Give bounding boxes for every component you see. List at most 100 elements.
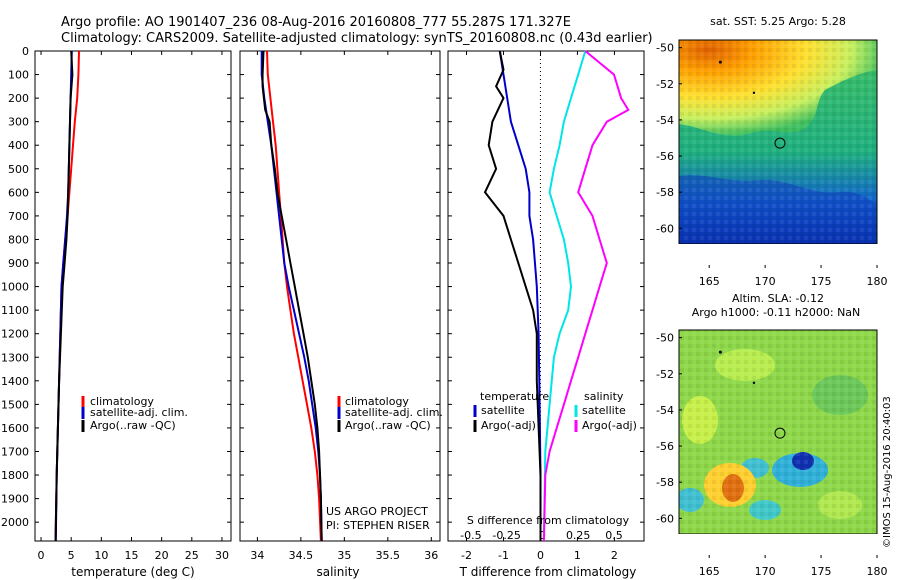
lon-tick-label: 175 — [811, 565, 832, 578]
depth-tick-label: 700 — [8, 210, 29, 223]
legend-label-argo: Argo(..raw -QC) — [345, 419, 431, 432]
temperature-legend: climatology satellite-adj. clim. Argo(..… — [81, 395, 188, 432]
legend-label-s-satellite: satellite — [582, 404, 626, 417]
lon-tick-label: 170 — [755, 565, 776, 578]
depth-tick-label: 1800 — [1, 469, 29, 482]
salinity-lines — [240, 50, 440, 542]
sla-field — [679, 330, 877, 534]
s-difference-xlabel: S difference from climatology — [467, 514, 630, 527]
project-annotation: US ARGO PROJECT — [326, 505, 428, 518]
depth-tick-label: 1500 — [1, 398, 29, 411]
sla-map-subtitle: Argo h1000: -0.11 h2000: NaN — [692, 306, 861, 319]
x-tick-label: -2 — [461, 549, 472, 562]
sst-map-title: sat. SST: 5.25 Argo: 5.28 — [710, 15, 846, 28]
depth-tick-label: 500 — [8, 163, 29, 176]
x-tick-label: -1 — [498, 549, 509, 562]
argo-float-marker — [718, 350, 786, 439]
argo-position-circle — [774, 427, 786, 439]
x-tick-label: 0 — [38, 549, 45, 562]
x-tick-label: 20 — [155, 549, 169, 562]
salinity-legend: climatology satellite-adj. clim. Argo(..… — [337, 395, 443, 432]
depth-tick-label: 1100 — [1, 304, 29, 317]
lat-tick-label: -54 — [656, 114, 674, 127]
lat-tick-label: -50 — [656, 42, 674, 55]
depth-tick-label: 0 — [22, 45, 29, 58]
legend-label-satellite: satellite-adj. clim. — [90, 406, 188, 419]
sst-map-panel: sat. SST: 5.25 Argo: 5.28 -50-52-54-56-5… — [656, 15, 887, 288]
depth-tick-label: 200 — [8, 92, 29, 105]
depth-tick-label: 100 — [8, 69, 29, 82]
legend-label-t-satellite: satellite — [481, 404, 525, 417]
island-marker — [718, 350, 722, 354]
x-tick-label: 34 — [250, 549, 264, 562]
lat-tick-label: -54 — [656, 404, 674, 417]
legend-title-salinity: salinity — [584, 390, 624, 403]
argo-float-marker — [718, 60, 786, 149]
legend-label-s-argo: Argo(-adj) — [582, 419, 637, 432]
series-satellite-adj-clim — [260, 51, 323, 542]
s-diff-tick-label: -0.25 — [492, 529, 520, 542]
s-difference-x-axis: -0.5 -0.25 0 0.25 0.5 — [460, 529, 623, 542]
legend-label-satellite: satellite-adj. clim. — [345, 406, 443, 419]
depth-tick-label: 800 — [8, 233, 29, 246]
temperature-lines — [35, 50, 231, 542]
temperature-panel: 0100200300400500600700800900100011001200… — [1, 45, 232, 579]
temperature-x-axis: 0 5 10 15 20 25 30 — [38, 51, 229, 562]
lat-tick-label: -60 — [656, 222, 674, 235]
series-temperature-satellite — [498, 50, 542, 541]
sst-map-axis-band — [678, 244, 878, 268]
salinity-x-axis: 34 34.5 35 35.5 36 — [250, 51, 438, 562]
depth-tick-label: 1600 — [1, 422, 29, 435]
sla-texture — [679, 330, 877, 534]
lon-tick-label: 175 — [811, 275, 832, 288]
timestamp: ©IMOS 15-Aug-2016 20:40:03 — [882, 396, 893, 548]
header-title: Argo profile: AO 1901407_236 08-Aug-2016… — [61, 15, 571, 30]
s-diff-tick-label: 0.25 — [566, 529, 591, 542]
lon-tick-label: 180 — [867, 275, 888, 288]
island-marker — [718, 60, 722, 64]
lat-tick-label: -56 — [656, 150, 674, 163]
island-marker — [752, 91, 756, 95]
x-tick-label: 35.5 — [376, 549, 401, 562]
depth-tick-label: 2000 — [1, 516, 29, 529]
depth-tick-label: 1700 — [1, 445, 29, 458]
series-salinity-satellite — [542, 50, 587, 542]
series-temperature-argo-adj — [483, 50, 542, 541]
lat-tick-label: -50 — [656, 332, 674, 345]
sla-map-panel: Altim. SLA: -0.12 Argo h1000: -0.11 h200… — [656, 292, 887, 578]
depth-tick-label: 900 — [8, 257, 29, 270]
lat-tick-label: -56 — [656, 440, 674, 453]
pi-annotation: PI: STEPHEN RISER — [326, 519, 430, 532]
sla-latitude-axis: -50 -52 -54 -56 -58 -60 — [656, 332, 682, 525]
series-climatology — [266, 50, 322, 542]
depth-tick-label: 1000 — [1, 281, 29, 294]
legend-label-climatology: climatology — [345, 395, 409, 408]
sst-field — [679, 40, 877, 244]
depth-tick-label: 300 — [8, 116, 29, 129]
sla-longitude-axis: 165 170 175 180 — [699, 555, 888, 578]
s-diff-tick-label: -0.5 — [460, 529, 481, 542]
depth-tick-label: 1200 — [1, 328, 29, 341]
x-tick-label: 30 — [215, 549, 229, 562]
difference-panel: -2 -1 0 1 2 -0.5 -0.25 0 0.25 0.5 temperature sa… — [447, 50, 645, 579]
temperature-axes — [34, 50, 232, 542]
legend-title-temperature: temperature — [480, 390, 549, 403]
x-tick-label: 15 — [124, 549, 138, 562]
difference-lines — [448, 50, 644, 542]
difference-legend: temperature salinity satellite Argo(-adj… — [473, 390, 637, 432]
x-tick-label: 25 — [185, 549, 199, 562]
x-tick-label: 10 — [94, 549, 108, 562]
sst-longitude-axis: 165 170 175 180 — [699, 265, 888, 288]
header-subtitle: Climatology: CARS2009. Satellite-adjuste… — [61, 31, 653, 46]
x-tick-label: 34.5 — [289, 549, 314, 562]
argo-position-circle — [774, 137, 786, 149]
sla-map-axis-band — [678, 534, 878, 558]
x-tick-label: 1 — [574, 549, 581, 562]
salinity-panel: 34 34.5 35 35.5 36 climatology satellite-adj… — [239, 50, 443, 579]
lon-tick-label: 165 — [699, 565, 720, 578]
lat-tick-label: -60 — [656, 512, 674, 525]
depth-axis: 0 100 200 300 400 500 600 700 800 900 1000 1100 1200… — [1, 45, 29, 529]
lat-tick-label: -58 — [656, 476, 674, 489]
lon-tick-label: 165 — [699, 275, 720, 288]
